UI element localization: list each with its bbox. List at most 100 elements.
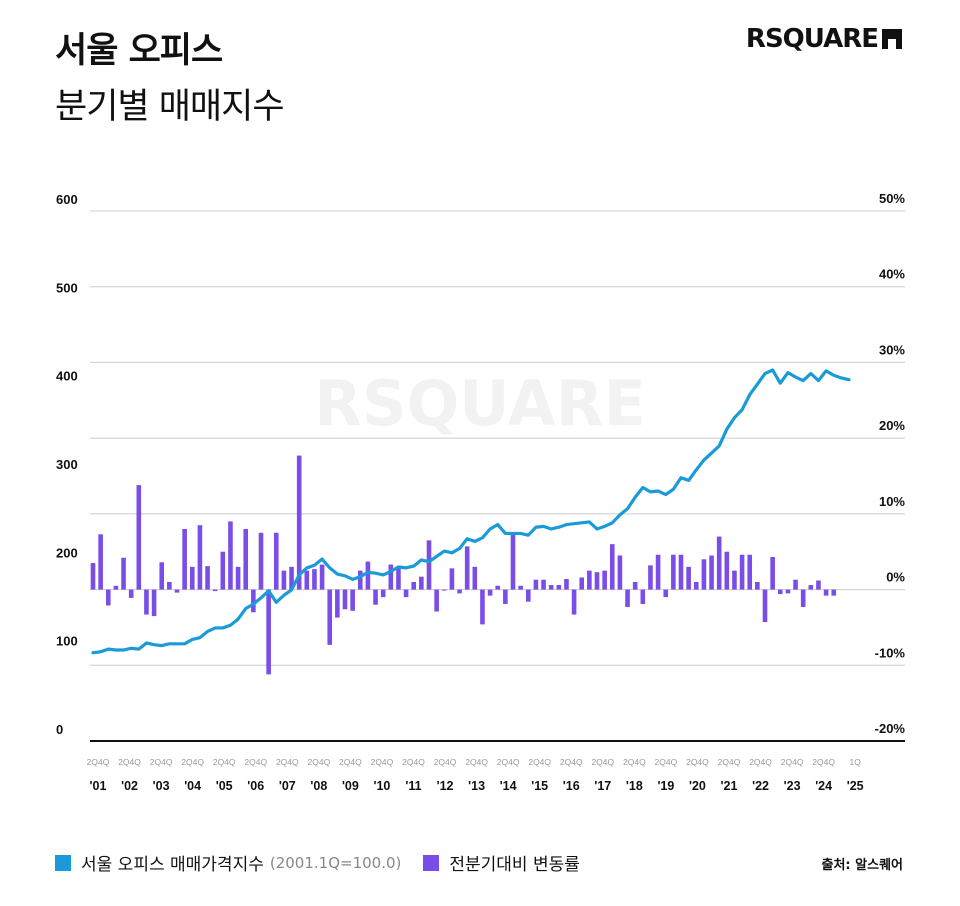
- change-bar: [793, 579, 798, 590]
- legend-bar-swatch: [423, 854, 440, 871]
- legend-index-label: 서울 오피스 매매가격지수: [81, 855, 264, 875]
- change-bar: [571, 589, 577, 615]
- change-bar: [113, 585, 119, 590]
- change-bar: [800, 589, 806, 607]
- change-bar: [732, 570, 737, 590]
- change-bar: [678, 554, 684, 590]
- change-bar: [785, 589, 791, 594]
- year-tick-label: '11: [405, 779, 421, 793]
- quarter-tick-label: 2Q4Q: [781, 757, 804, 767]
- chart-title: 서울 오피스: [55, 31, 223, 71]
- right-tick-label: -20%: [875, 721, 906, 736]
- left-tick-label: 400: [56, 369, 78, 384]
- year-tick-label: '07: [279, 779, 296, 793]
- quarter-tick-label: 1Q: [850, 757, 862, 767]
- change-bar: [464, 546, 470, 590]
- change-bar: [426, 540, 432, 590]
- change-bar: [533, 579, 539, 590]
- right-tick-label: 50%: [879, 191, 905, 206]
- change-bar: [686, 566, 691, 590]
- change-bar: [472, 566, 478, 590]
- year-tick-label: '23: [784, 779, 801, 793]
- quarter-tick-label: 2Q4Q: [150, 757, 173, 767]
- left-tick-label: 600: [56, 192, 78, 207]
- quarter-tick-label: 2Q4Q: [528, 757, 551, 767]
- change-bar: [518, 585, 523, 590]
- change-bar: [144, 589, 149, 615]
- quarter-tick-label: 2Q4Q: [560, 757, 583, 767]
- year-tick-label: '05: [216, 779, 233, 793]
- change-bar: [564, 578, 569, 590]
- change-bar: [579, 577, 585, 590]
- change-bar: [808, 585, 814, 590]
- change-bar: [823, 589, 829, 596]
- brand-logo-text: RSQUARE: [745, 24, 879, 54]
- year-tick-label: '10: [374, 779, 391, 793]
- quarter-tick-label: 2Q4Q: [497, 757, 520, 767]
- left-tick-label: 500: [56, 280, 78, 295]
- change-bar: [365, 561, 371, 590]
- quarter-tick-label: 2Q4Q: [434, 757, 457, 767]
- change-bar: [709, 555, 714, 590]
- change-bar: [625, 589, 630, 607]
- quarter-tick-label: 2Q4Q: [623, 757, 646, 767]
- change-bar: [419, 576, 424, 590]
- change-bar: [503, 589, 508, 604]
- quarter-tick-label: 2Q4Q: [308, 757, 331, 767]
- change-bar: [105, 589, 111, 606]
- change-bar: [648, 565, 653, 590]
- year-tick-label: '04: [184, 779, 201, 793]
- change-bar: [671, 554, 676, 590]
- change-bar: [632, 582, 638, 590]
- change-bar: [90, 563, 96, 590]
- quarter-tick-label: 2Q4Q: [749, 757, 772, 767]
- quarter-tick-label: 2Q4Q: [118, 757, 141, 767]
- change-bar: [755, 582, 760, 590]
- change-bar: [98, 534, 103, 590]
- change-bar: [335, 589, 340, 618]
- legend-change-label: 전분기대비 변동률: [449, 855, 580, 875]
- year-tick-label: '24: [815, 779, 832, 793]
- right-tick-label: -10%: [875, 645, 906, 660]
- change-bar: [243, 529, 249, 590]
- change-bar: [388, 564, 394, 590]
- chart-subtitle: 분기별 매매지수: [55, 87, 285, 127]
- quarter-tick-label: 2Q4Q: [686, 757, 709, 767]
- change-bar: [617, 555, 623, 590]
- change-bar: [174, 589, 180, 593]
- quarter-tick-label: 2Q4Q: [339, 757, 362, 767]
- year-tick-label: '13: [468, 779, 485, 793]
- change-bar: [136, 485, 142, 590]
- change-bar: [556, 585, 562, 590]
- change-bar: [693, 582, 699, 590]
- quarter-tick-label: 2Q4Q: [591, 757, 614, 767]
- change-bar: [205, 566, 210, 590]
- change-bar: [816, 580, 821, 590]
- year-tick-label: '18: [626, 779, 643, 793]
- change-bar: [380, 589, 386, 598]
- source-note: 출처: 알스퀘어: [821, 858, 904, 873]
- change-bar: [350, 589, 355, 611]
- change-bar: [701, 559, 707, 590]
- change-bar: [258, 532, 264, 590]
- change-bar: [541, 579, 546, 590]
- change-bar: [281, 570, 287, 590]
- year-tick-label: '17: [594, 779, 611, 793]
- change-bar: [373, 589, 378, 605]
- change-bar: [289, 566, 294, 590]
- change-bar: [663, 589, 669, 598]
- change-bar: [266, 589, 271, 675]
- legend: 서울 오피스 매매가격지수 (2001.1Q=100.0) 전분기대비 변동률: [55, 850, 586, 875]
- quarter-tick-label: 2Q4Q: [718, 757, 741, 767]
- change-bar: [777, 589, 783, 595]
- quarter-tick-label: 2Q4Q: [213, 757, 236, 767]
- quarter-tick-label: 2Q4Q: [181, 757, 204, 767]
- right-tick-label: 0%: [886, 570, 905, 585]
- change-bar: [602, 570, 607, 590]
- quarter-tick-label: 2Q4Q: [465, 757, 488, 767]
- change-bar: [716, 536, 722, 590]
- year-tick-label: '06: [247, 779, 264, 793]
- year-tick-label: '03: [153, 779, 170, 793]
- change-bar: [342, 589, 348, 610]
